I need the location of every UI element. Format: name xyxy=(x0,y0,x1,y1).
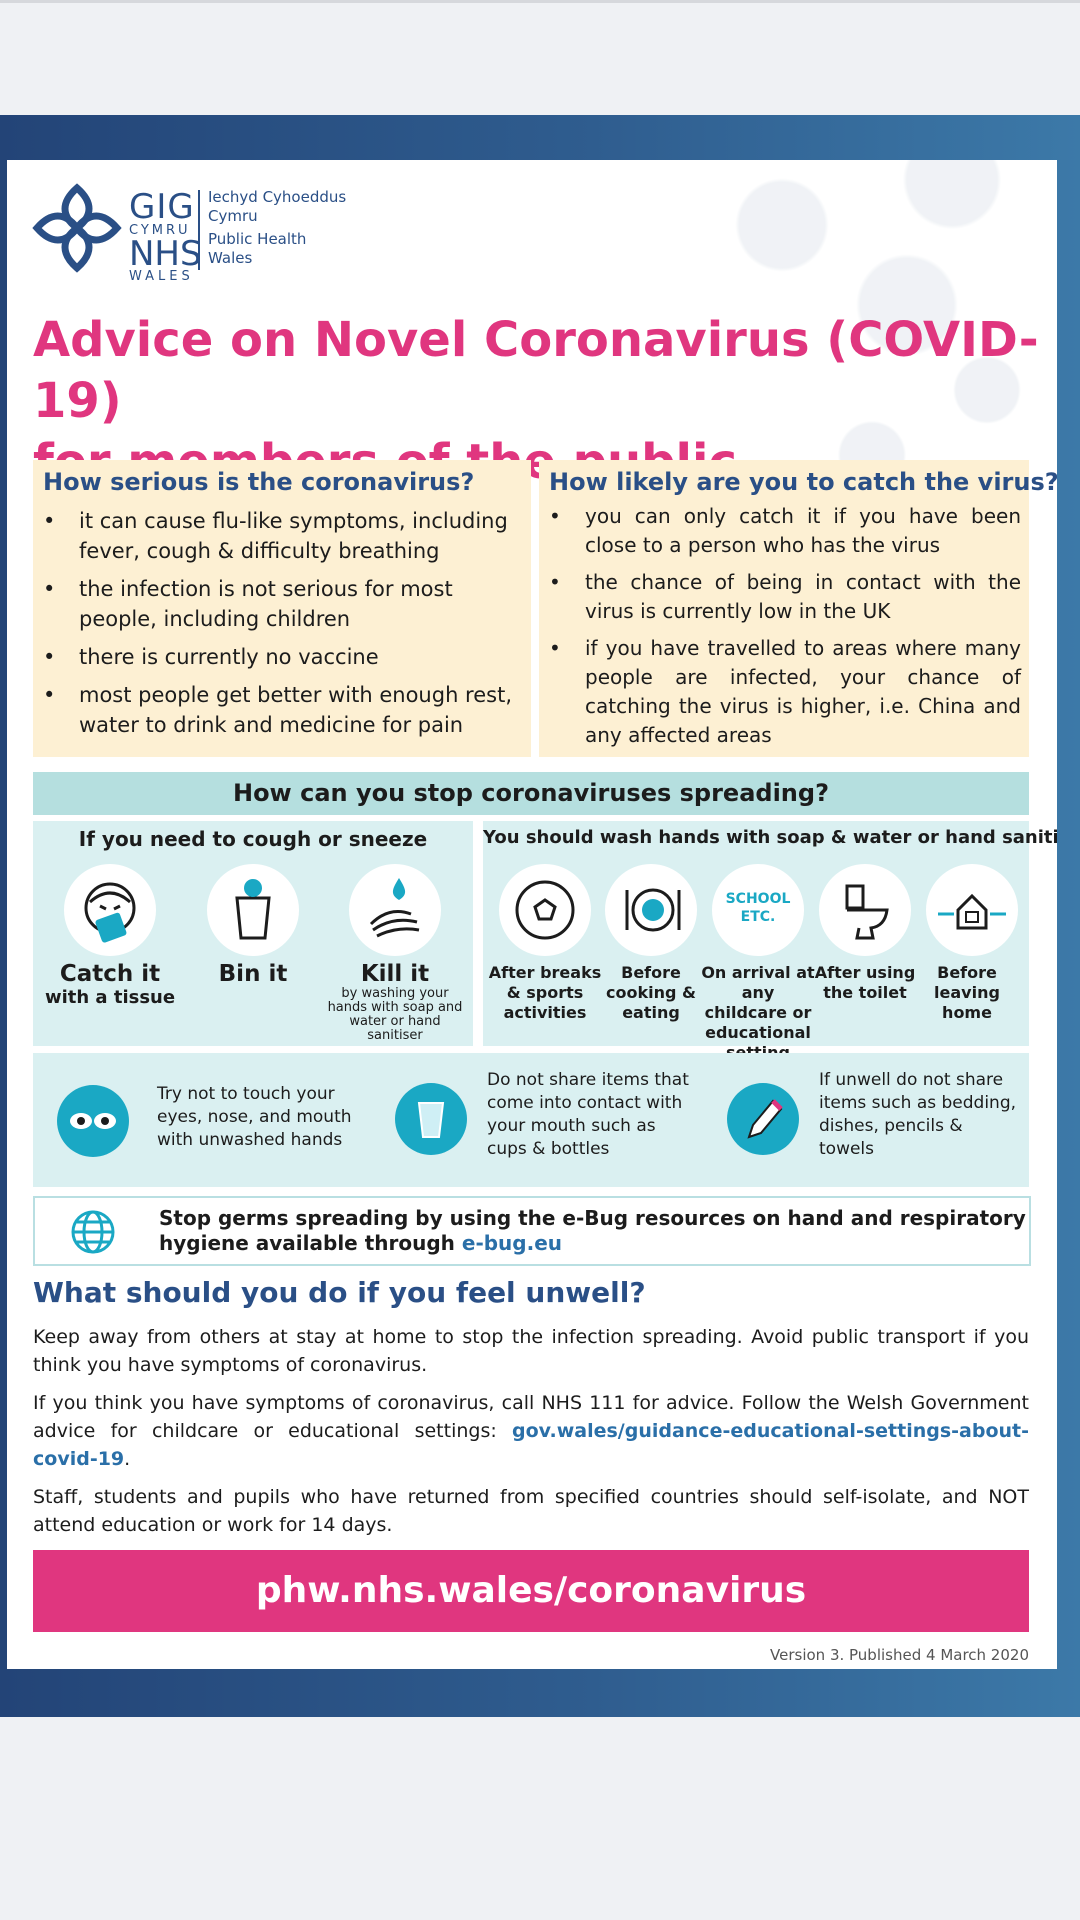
list-item: there is currently no vaccine xyxy=(43,642,513,672)
logo-wordmark: GIG CYMRU NHS WALES xyxy=(129,190,202,284)
toilet-icon xyxy=(819,864,911,956)
catch-it-icon xyxy=(64,864,156,956)
logo-gig: GIG xyxy=(129,187,195,227)
kill-it-sublabel: by washing your hands with soap and wate… xyxy=(327,986,463,1043)
eyes-icon xyxy=(57,1085,129,1157)
wash-caption: Before cooking & eating xyxy=(606,963,696,1022)
list-item: the chance of being in contact with the … xyxy=(549,568,1021,626)
unwell-heading: What should you do if you feel unwell? xyxy=(33,1276,646,1309)
how-likely-list: you can only catch it if you have been c… xyxy=(549,502,1021,758)
logo-wales: WALES xyxy=(129,269,194,284)
virus-decoration xyxy=(847,245,967,365)
catch-it-caption: Catch it with a tissue xyxy=(35,961,185,1009)
how-likely-box: How likely are you to catch the virus? y… xyxy=(539,460,1057,758)
ebug-banner: Stop germs spreading by using the e-Bug … xyxy=(33,1196,1031,1266)
cough-panel: If you need to cough or sneeze Catch it xyxy=(33,821,473,1046)
org-welsh-line2: Cymru xyxy=(208,207,258,225)
football-icon xyxy=(499,864,591,956)
globe-icon xyxy=(71,1210,115,1254)
wash-caption: After using the toilet xyxy=(814,963,916,1002)
ebug-text: Stop germs spreading by using the e-Bug … xyxy=(159,1206,1026,1255)
list-item: most people get better with enough rest,… xyxy=(43,680,513,740)
ebug-message: Stop germs spreading by using the e-Bug … xyxy=(159,1206,1029,1256)
virus-decoration xyxy=(947,350,1027,430)
tip-text: Try not to touch your eyes, nose, and mo… xyxy=(157,1084,352,1150)
catch-it-sublabel: with a tissue xyxy=(44,987,176,1008)
ebug-link[interactable]: e-bug.eu xyxy=(461,1231,563,1255)
pencil-icon xyxy=(727,1083,799,1155)
title-line1: Advice on Novel Coronavirus (COVID-19) xyxy=(33,312,1039,429)
nhs-wales-logo-icon xyxy=(32,183,122,273)
virus-decoration xyxy=(887,160,1017,230)
how-serious-heading: How serious is the coronavirus? xyxy=(43,468,475,496)
kill-it-label: Kill it xyxy=(360,961,430,987)
tips-row: Try not to touch your eyes, nose, and mo… xyxy=(33,1053,1029,1187)
tip-text: Do not share items that come into contac… xyxy=(487,1070,689,1159)
unwell-paragraph-1: Keep away from others at stay at home to… xyxy=(33,1326,1029,1376)
cough-panel-title: If you need to cough or sneeze xyxy=(78,827,428,851)
wash-hands-icon xyxy=(349,864,441,956)
school-icon-text: SCHOOL ETC. xyxy=(725,891,791,925)
list-item: it can cause flu-like symptoms, includin… xyxy=(43,506,513,566)
home-icon xyxy=(926,864,1018,956)
top-divider xyxy=(0,0,1080,3)
org-welsh-line1: Iechyd Cyhoeddus xyxy=(208,188,347,206)
para2-end: . xyxy=(124,1448,131,1470)
how-serious-box: How serious is the coronavirus? it can c… xyxy=(33,460,531,757)
plate-icon xyxy=(605,864,697,956)
gov-wales-link[interactable]: gov.wales/guidance-educational-settings-… xyxy=(33,1420,1029,1470)
kill-it-caption: Kill it by washing your hands with soap … xyxy=(325,961,465,1043)
website-banner[interactable]: phw.nhs.wales/coronavirus xyxy=(33,1550,1029,1632)
list-item: if you have travelled to areas where man… xyxy=(549,634,1021,750)
catch-it-label: Catch it xyxy=(59,961,161,987)
version-note: Version 3. Published 4 March 2020 xyxy=(770,1646,1029,1664)
tip-text: If unwell do not share items such as bed… xyxy=(819,1070,1017,1159)
bin-icon xyxy=(207,864,299,956)
logo-cymru: CYMRU xyxy=(129,223,191,238)
unwell-paragraph-2: If you think you have symptoms of corona… xyxy=(33,1389,1029,1473)
school-icon: SCHOOL ETC. xyxy=(712,864,804,956)
wash-caption: On arrival at any childcare or education… xyxy=(701,963,815,1062)
org-english-line2: Wales xyxy=(208,249,253,267)
list-item: the infection is not serious for most pe… xyxy=(43,574,513,634)
org-english-line1: Public Health xyxy=(208,230,307,248)
bin-it-label: Bin it xyxy=(218,961,288,987)
wash-hands-title: You should wash hands with soap & water … xyxy=(483,827,1057,848)
logo-nhs: NHS xyxy=(129,234,202,274)
wash-caption: After breaks & sports activities xyxy=(488,963,602,1022)
unwell-paragraph-3: Staff, students and pupils who have retu… xyxy=(33,1486,1029,1536)
how-likely-heading: How likely are you to catch the virus? xyxy=(549,468,1057,496)
wash-caption: Before leaving home xyxy=(934,963,1000,1022)
para2-text: If you think you have symptoms of corona… xyxy=(33,1392,1029,1442)
list-item: you can only catch it if you have been c… xyxy=(549,502,1021,560)
cup-icon xyxy=(395,1083,467,1155)
logo-org-name: Iechyd Cyhoeddus Cymru Public Health Wal… xyxy=(208,188,346,268)
virus-decoration xyxy=(727,170,837,280)
wash-hands-panel: You should wash hands with soap & water … xyxy=(483,821,1057,1062)
stop-spreading-heading: How can you stop coronaviruses spreading… xyxy=(33,772,1029,815)
poster: GIG CYMRU NHS WALES Iechyd Cyhoeddus Cym… xyxy=(7,160,1057,1669)
logo-divider xyxy=(198,190,200,270)
how-serious-list: it can cause flu-like symptoms, includin… xyxy=(43,506,513,748)
